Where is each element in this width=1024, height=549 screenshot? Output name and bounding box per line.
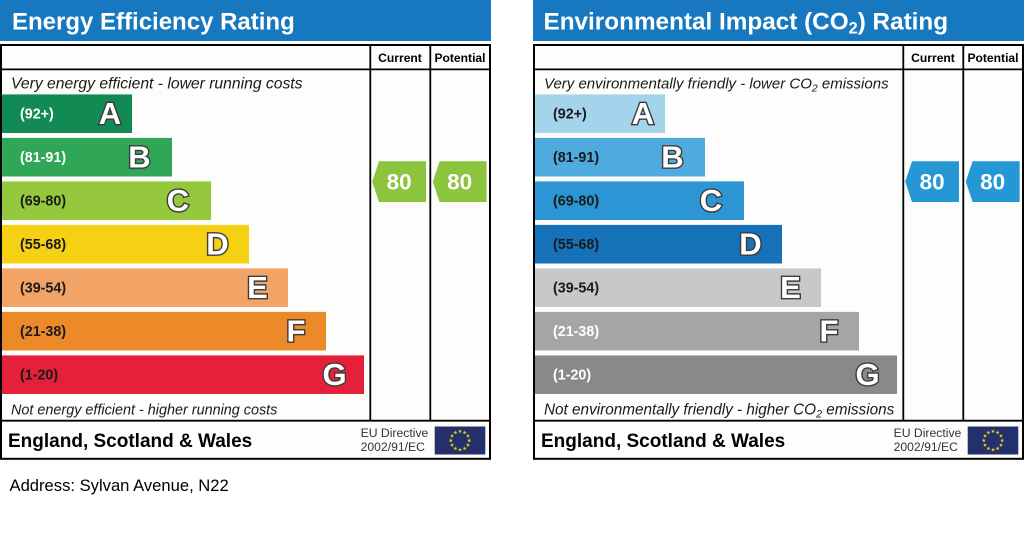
svg-text:80: 80	[387, 170, 412, 195]
svg-text:(92+): (92+)	[553, 107, 587, 123]
svg-text:(81-91): (81-91)	[553, 150, 599, 166]
svg-text:F: F	[287, 314, 306, 349]
svg-text:A: A	[99, 96, 121, 131]
svg-text:B: B	[128, 140, 150, 175]
svg-text:Current: Current	[911, 51, 955, 65]
svg-text:F: F	[820, 314, 839, 349]
svg-text:B: B	[661, 140, 683, 175]
svg-text:(92+): (92+)	[20, 107, 54, 123]
svg-text:2002/91/EC: 2002/91/EC	[894, 440, 959, 454]
svg-text:England, Scotland & Wales: England, Scotland & Wales	[541, 431, 785, 452]
svg-text:G: G	[855, 357, 879, 392]
svg-text:(69-80): (69-80)	[553, 194, 599, 210]
svg-text:D: D	[739, 227, 761, 262]
svg-text:(39-54): (39-54)	[20, 281, 66, 297]
svg-text:(39-54): (39-54)	[553, 281, 599, 297]
svg-text:Current: Current	[378, 51, 422, 65]
svg-text:EU Directive: EU Directive	[894, 426, 962, 440]
svg-text:England, Scotland & Wales: England, Scotland & Wales	[8, 431, 252, 452]
svg-text:C: C	[167, 183, 189, 218]
svg-text:(1-20): (1-20)	[20, 368, 58, 384]
svg-text:EU Directive: EU Directive	[361, 426, 429, 440]
svg-text:Environmental Impact (CO2) Rat: Environmental Impact (CO2) Rating	[544, 9, 949, 38]
svg-text:(21-38): (21-38)	[20, 324, 66, 340]
svg-text:C: C	[700, 183, 722, 218]
svg-text:(21-38): (21-38)	[553, 324, 599, 340]
svg-text:Very energy efficient - lower: Very energy efficient - lower running co…	[11, 75, 303, 92]
svg-text:A: A	[632, 96, 654, 131]
svg-text:2002/91/EC: 2002/91/EC	[361, 440, 426, 454]
svg-text:(55-68): (55-68)	[553, 237, 599, 253]
svg-text:80: 80	[980, 170, 1005, 195]
svg-text:80: 80	[447, 170, 472, 195]
svg-text:Not energy efficient - higher: Not energy efficient - higher running co…	[11, 403, 277, 419]
svg-text:(69-80): (69-80)	[20, 194, 66, 210]
svg-text:80: 80	[920, 170, 945, 195]
svg-text:(1-20): (1-20)	[553, 368, 591, 384]
svg-text:Potential: Potential	[434, 51, 485, 65]
svg-text:(55-68): (55-68)	[20, 237, 66, 253]
svg-text:Not environmentally friendly -: Not environmentally friendly - higher CO…	[544, 402, 895, 421]
svg-text:Potential: Potential	[967, 51, 1018, 65]
svg-text:E: E	[247, 270, 268, 305]
svg-text:E: E	[780, 270, 801, 305]
svg-text:G: G	[322, 357, 346, 392]
svg-text:Energy Efficiency Rating: Energy Efficiency Rating	[12, 9, 295, 36]
svg-text:(81-91): (81-91)	[20, 150, 66, 166]
svg-text:Very environmentally friendly: Very environmentally friendly - lower CO…	[544, 75, 889, 94]
svg-text:D: D	[206, 227, 228, 262]
